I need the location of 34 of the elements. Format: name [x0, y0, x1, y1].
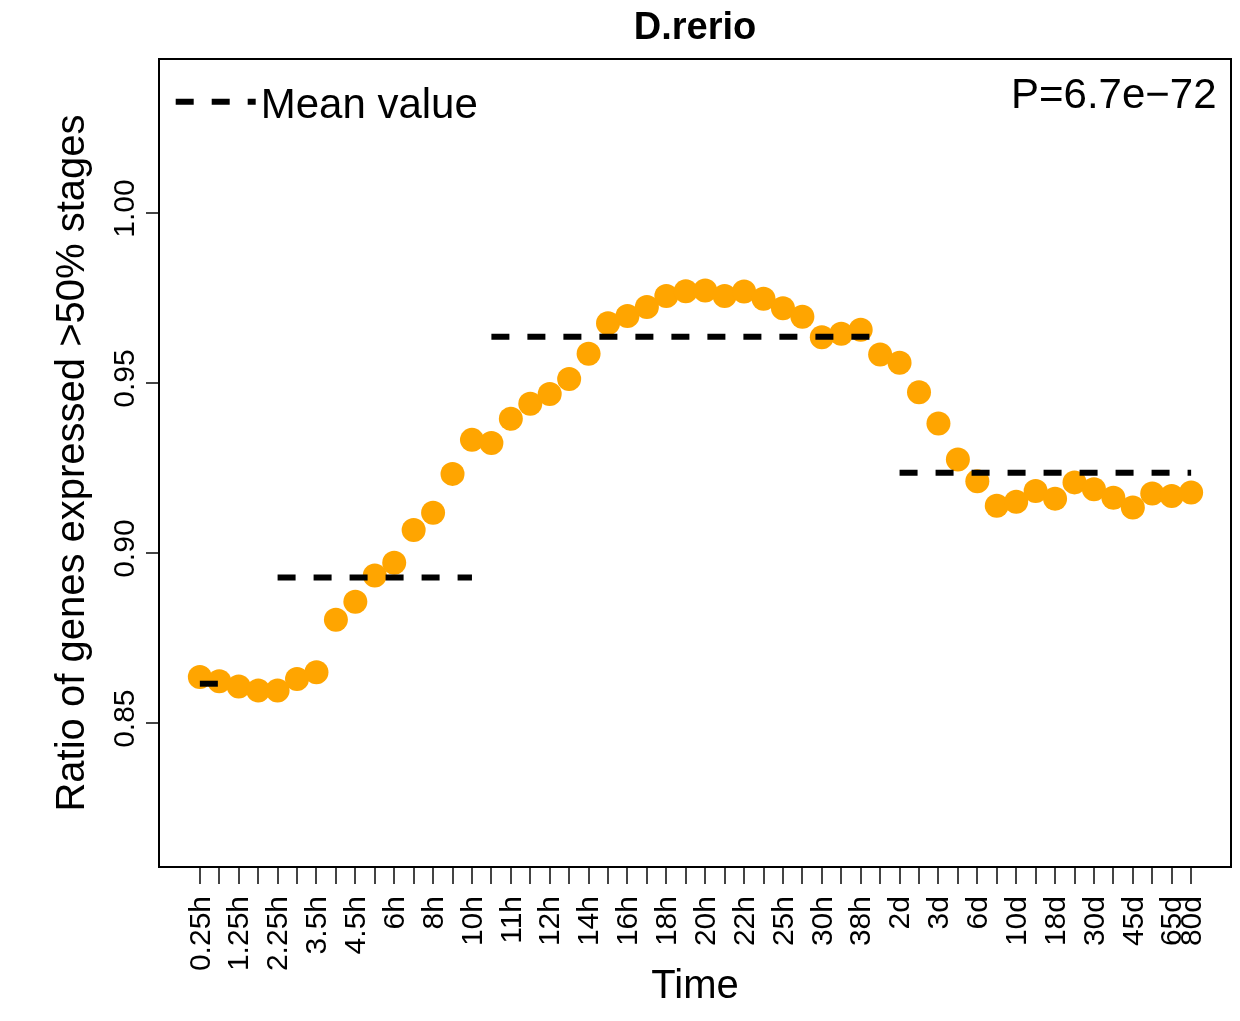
x-tick-label: 0.25h	[182, 896, 216, 972]
x-tick-label: 22h	[726, 896, 760, 947]
x-tick-label: 25h	[765, 896, 799, 947]
y-tick-label: 0.90	[107, 519, 140, 578]
x-tick-label: 4.5h	[338, 896, 372, 955]
x-tick-label: 6h	[376, 896, 410, 930]
x-tick-label: 11h	[493, 896, 527, 944]
x-tick-label: 10h	[454, 896, 488, 947]
x-tick-label: 16h	[610, 896, 644, 947]
y-axis-title: Ratio of genes expressed >50% stages	[48, 114, 92, 812]
x-tick-label: 45d	[1115, 896, 1149, 947]
x-tick-label: 8h	[415, 896, 449, 930]
x-tick-label: 2d	[882, 896, 916, 930]
x-tick-label: 30h	[804, 896, 838, 947]
x-tick-label: 10d	[998, 896, 1032, 947]
legend-label: Mean value	[260, 80, 478, 128]
x-tick-label: 12h	[532, 896, 566, 947]
x-tick-label: 6d	[960, 896, 994, 930]
x-tick-label: 3.5h	[299, 896, 333, 955]
x-tick-label: 18d	[1037, 896, 1071, 947]
y-tick-label: 0.85	[107, 689, 140, 748]
x-tick-label: 18h	[649, 896, 683, 947]
x-tick-label: 30d	[1076, 896, 1110, 947]
x-tick-label: 38h	[843, 896, 877, 947]
chart-title: D.rerio	[633, 4, 757, 47]
x-tick-label: 1.25h	[221, 896, 255, 972]
y-tick-label: 1.00	[107, 179, 140, 238]
y-tick-label: 0.95	[107, 349, 140, 408]
annotation: P=6.7e−72	[1011, 70, 1217, 117]
x-tick-label: 14h	[571, 896, 605, 947]
x-tick-label: 20h	[687, 896, 721, 947]
x-tick-label: 2.25h	[260, 896, 294, 972]
x-axis-title: Time	[651, 962, 739, 1007]
x-tick-label: 3d	[921, 896, 955, 930]
